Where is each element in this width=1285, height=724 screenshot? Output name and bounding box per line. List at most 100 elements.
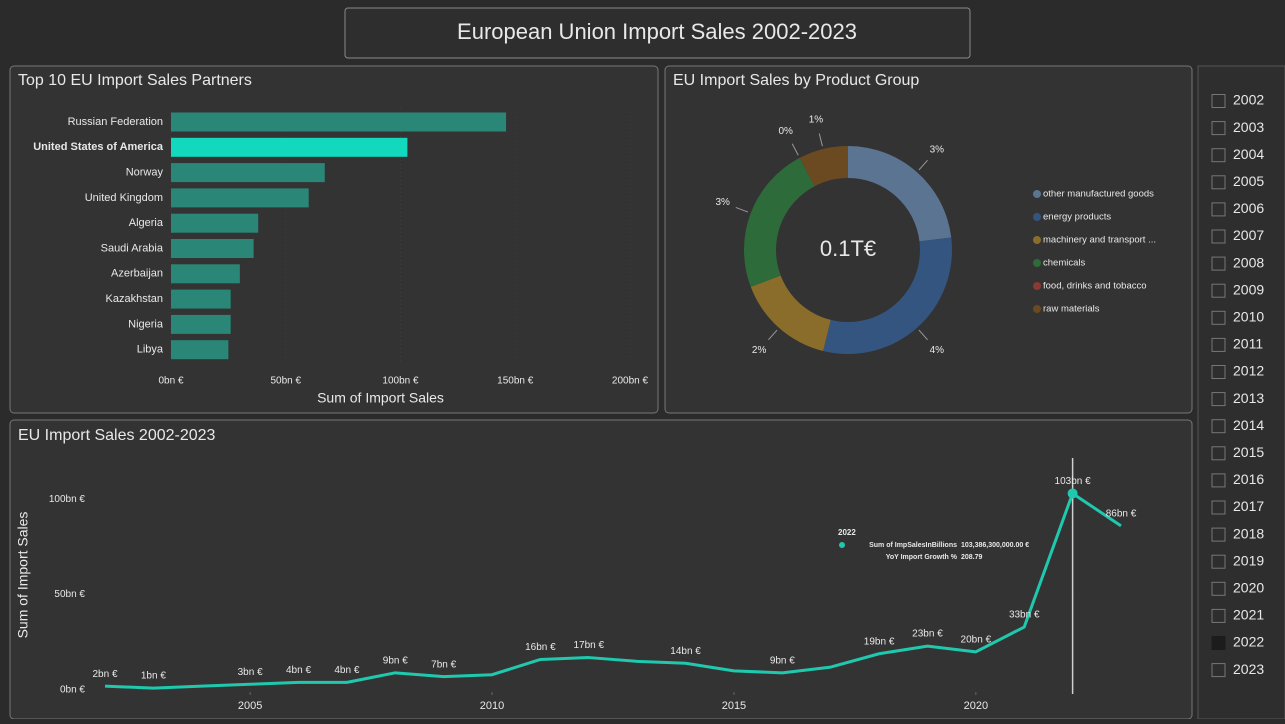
x-tick-label: 0bn € — [158, 376, 183, 387]
legend-label: energy products — [1043, 212, 1111, 223]
legend-marker — [1033, 282, 1041, 290]
donut-slice — [823, 237, 952, 354]
donut-slice — [848, 146, 952, 242]
slicer-item[interactable]: 2021 — [1233, 607, 1264, 623]
bar — [171, 264, 240, 284]
slicer-item[interactable]: 2005 — [1233, 173, 1264, 189]
checkbox[interactable] — [1211, 554, 1226, 569]
slicer-item[interactable]: 2018 — [1233, 525, 1264, 541]
slicer-item[interactable]: 2006 — [1233, 200, 1264, 216]
checkbox[interactable] — [1211, 175, 1226, 190]
data-label: 9bn € — [770, 655, 795, 666]
slicer-item[interactable]: 2007 — [1233, 227, 1264, 243]
data-label: 3bn € — [238, 667, 263, 678]
checkbox[interactable] — [1211, 527, 1226, 542]
slicer-item[interactable]: 2013 — [1233, 390, 1264, 406]
slicer-item[interactable]: 2019 — [1233, 552, 1264, 568]
slicer-item[interactable]: 2009 — [1233, 281, 1264, 297]
checkbox[interactable] — [1211, 663, 1226, 678]
slicer-item[interactable]: 2014 — [1233, 417, 1264, 433]
checkbox[interactable] — [1211, 256, 1226, 271]
slicer-item[interactable]: 2023 — [1233, 661, 1264, 677]
data-label: 19bn € — [864, 636, 895, 647]
data-label: 4bn € — [334, 665, 359, 676]
page-title: European Union Import Sales 2002-2023 — [457, 19, 857, 44]
bar — [171, 314, 231, 334]
data-label: 16bn € — [525, 642, 556, 653]
legend-marker — [1033, 259, 1041, 267]
checkbox[interactable] — [1211, 365, 1226, 379]
x-tick-label: 2010 — [480, 700, 504, 712]
checkbox[interactable] — [1211, 229, 1226, 244]
y-tick-label: 50bn € — [54, 589, 85, 600]
data-label: 2% — [752, 345, 767, 356]
checkbox[interactable] — [1211, 581, 1226, 596]
checkbox[interactable] — [1211, 473, 1226, 488]
bar — [171, 213, 259, 233]
slicer-item[interactable]: 2015 — [1233, 444, 1264, 460]
data-label: 103bn € — [1055, 476, 1092, 487]
checkbox[interactable] — [1211, 500, 1226, 515]
checkbox[interactable] — [1211, 121, 1226, 136]
legend-label: chemicals — [1043, 258, 1085, 269]
tooltip-title: 2022 — [838, 528, 856, 537]
x-tick-label: 100bn € — [382, 376, 419, 387]
data-label: 33bn € — [1009, 610, 1040, 621]
data-label: 1% — [809, 115, 824, 126]
checkbox[interactable] — [1211, 608, 1226, 623]
slicer-item[interactable]: 2016 — [1233, 471, 1264, 487]
slicer-item[interactable]: 2010 — [1233, 309, 1264, 325]
slicer-item[interactable]: 2022 — [1233, 634, 1264, 650]
checkbox[interactable] — [1211, 337, 1226, 352]
slicer-item[interactable]: 2012 — [1233, 363, 1264, 379]
leader-line — [735, 206, 749, 213]
checkbox[interactable] — [1211, 283, 1226, 298]
legend-label: raw materials — [1043, 304, 1100, 315]
chart-title: Top 10 EU Import Sales Partners — [18, 72, 252, 89]
leader-line — [918, 159, 928, 171]
checkbox[interactable] — [1211, 94, 1226, 108]
checkbox[interactable] — [1211, 446, 1226, 461]
x-tick-label: 150bn € — [497, 376, 534, 387]
bar — [171, 163, 325, 183]
data-label: 7bn € — [431, 659, 456, 670]
data-label: 1bn € — [141, 671, 166, 682]
y-tick-label: Saudi Arabia — [101, 242, 164, 254]
checkbox[interactable] — [1211, 636, 1226, 650]
y-tick-label: 100bn € — [49, 494, 86, 505]
line-series — [104, 491, 1122, 690]
legend-marker — [1033, 236, 1041, 244]
slicer-item[interactable]: 2020 — [1233, 580, 1264, 596]
checkbox[interactable] — [1211, 202, 1226, 217]
bar — [171, 112, 507, 132]
data-label: 86bn € — [1106, 509, 1137, 520]
data-label: 14bn € — [670, 646, 701, 657]
selected-point — [1067, 488, 1078, 499]
tooltip-value: 208.79 — [961, 554, 983, 561]
y-tick-label: Libya — [137, 344, 164, 356]
slicer-item[interactable]: 2002 — [1233, 92, 1264, 108]
checkbox[interactable] — [1211, 419, 1226, 434]
donut-slice — [750, 275, 831, 351]
tooltip-key: YoY Import Growth % — [886, 554, 958, 561]
slicer-item[interactable]: 2003 — [1233, 119, 1264, 135]
data-label: 3% — [930, 144, 945, 155]
checkbox[interactable] — [1211, 148, 1226, 163]
donut-slice — [799, 146, 848, 187]
slicer-item[interactable]: 2011 — [1233, 336, 1263, 352]
leader-line — [818, 133, 823, 147]
x-tick-label: 200bn € — [612, 376, 649, 387]
legend-marker — [1033, 213, 1041, 221]
slicer-item[interactable]: 2017 — [1233, 498, 1264, 514]
x-axis-label: Sum of Import Sales — [317, 390, 444, 406]
donut-slice — [744, 157, 815, 287]
data-label: 2bn € — [92, 669, 117, 680]
slicer-item[interactable]: 2004 — [1233, 146, 1264, 162]
tooltip-value: 103,386,300,000.00 € — [961, 542, 1029, 549]
checkbox[interactable] — [1211, 392, 1226, 407]
y-tick-label: Algeria — [129, 217, 164, 229]
slicer-item[interactable]: 2008 — [1233, 254, 1264, 270]
bar — [171, 289, 231, 309]
checkbox[interactable] — [1211, 310, 1226, 325]
